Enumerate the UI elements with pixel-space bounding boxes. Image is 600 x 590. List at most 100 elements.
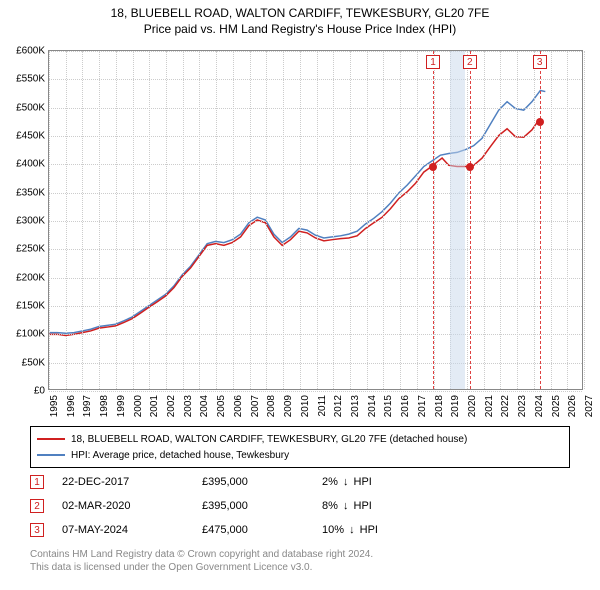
x-axis-label: 2010: [300, 395, 311, 417]
x-axis-label: 2007: [250, 395, 261, 417]
x-axis-label: 1999: [116, 395, 127, 417]
x-axis-label: 1997: [82, 395, 93, 417]
gridline-vertical: [82, 51, 83, 389]
x-axis-label: 2014: [367, 395, 378, 417]
x-axis-label: 2009: [283, 395, 294, 417]
sale-marker-line: [433, 51, 434, 389]
x-axis-label: 2027: [584, 395, 595, 417]
gridline-vertical: [584, 51, 585, 389]
highlight-band: [450, 51, 465, 389]
gridline-vertical: [133, 51, 134, 389]
x-axis-label: 2012: [333, 395, 344, 417]
gridline-vertical: [317, 51, 318, 389]
chart-container: 18, BLUEBELL ROAD, WALTON CARDIFF, TEWKE…: [0, 0, 600, 590]
gridline-vertical: [199, 51, 200, 389]
gridline-horizontal: [49, 51, 582, 52]
sale-marker-line: [540, 51, 541, 389]
y-axis-label: £200K: [16, 272, 45, 283]
legend-label-property: 18, BLUEBELL ROAD, WALTON CARDIFF, TEWKE…: [71, 434, 467, 445]
x-axis-label: 2001: [149, 395, 160, 417]
gridline-horizontal: [49, 278, 582, 279]
arrow-down-icon: [341, 500, 351, 512]
gridline-vertical: [350, 51, 351, 389]
sale-marker-dot: [536, 118, 544, 126]
x-axis-label: 2006: [233, 395, 244, 417]
gridline-horizontal: [49, 249, 582, 250]
sale-marker-diff: 2% HPI: [322, 476, 422, 488]
sale-marker-price: £395,000: [202, 500, 322, 512]
y-axis-label: £250K: [16, 244, 45, 255]
gridline-vertical: [300, 51, 301, 389]
chart-subtitle: Price paid vs. HM Land Registry's House …: [10, 22, 590, 36]
gridline-horizontal: [49, 391, 582, 392]
x-axis-label: 2020: [467, 395, 478, 417]
y-axis-label: £100K: [16, 329, 45, 340]
chart-plot-area: £0£50K£100K£150K£200K£250K£300K£350K£400…: [48, 50, 583, 390]
gridline-vertical: [467, 51, 468, 389]
gridline-horizontal: [49, 363, 582, 364]
x-axis-label: 2026: [567, 395, 578, 417]
legend-row-hpi: HPI: Average price, detached house, Tewk…: [37, 447, 563, 463]
arrow-down-icon: [341, 476, 351, 488]
gridline-vertical: [49, 51, 50, 389]
gridline-vertical: [417, 51, 418, 389]
sale-marker-diff: 8% HPI: [322, 500, 422, 512]
x-axis-label: 2011: [317, 395, 328, 417]
legend-label-hpi: HPI: Average price, detached house, Tewk…: [71, 450, 289, 461]
gridline-vertical: [99, 51, 100, 389]
footer-line2: This data is licensed under the Open Gov…: [30, 561, 373, 574]
sale-marker-row-badge: 2: [30, 499, 44, 513]
sale-marker-date: 02-MAR-2020: [62, 500, 202, 512]
title-area: 18, BLUEBELL ROAD, WALTON CARDIFF, TEWKE…: [0, 0, 600, 38]
x-axis-label: 1996: [66, 395, 77, 417]
gridline-vertical: [383, 51, 384, 389]
x-axis-label: 2024: [534, 395, 545, 417]
x-axis-label: 2018: [434, 395, 445, 417]
gridline-vertical: [534, 51, 535, 389]
sale-marker-line: [470, 51, 471, 389]
sale-marker-date: 22-DEC-2017: [62, 476, 202, 488]
x-axis-label: 1995: [49, 395, 60, 417]
sale-marker-row: 1 22-DEC-2017£395,0002% HPI: [30, 470, 422, 494]
sale-marker-diff: 10% HPI: [322, 524, 422, 536]
gridline-vertical: [233, 51, 234, 389]
y-axis-label: £600K: [16, 46, 45, 57]
x-axis-label: 2022: [500, 395, 511, 417]
sale-marker-row-badge: 1: [30, 475, 44, 489]
gridline-vertical: [149, 51, 150, 389]
x-axis-label: 2000: [133, 395, 144, 417]
y-axis-label: £550K: [16, 74, 45, 85]
x-axis-label: 2025: [551, 395, 562, 417]
y-axis-label: £400K: [16, 159, 45, 170]
x-axis-label: 2005: [216, 395, 227, 417]
sale-marker-row: 2 02-MAR-2020£395,0008% HPI: [30, 494, 422, 518]
sale-marker-badge: 3: [533, 55, 547, 69]
y-axis-label: £350K: [16, 187, 45, 198]
sale-marker-row-badge: 3: [30, 523, 44, 537]
gridline-horizontal: [49, 193, 582, 194]
x-axis-label: 2002: [166, 395, 177, 417]
gridline-horizontal: [49, 306, 582, 307]
legend-swatch-hpi: [37, 454, 65, 456]
gridline-vertical: [484, 51, 485, 389]
gridline-horizontal: [49, 164, 582, 165]
sale-marker-price: £395,000: [202, 476, 322, 488]
y-axis-label: £150K: [16, 301, 45, 312]
gridline-vertical: [517, 51, 518, 389]
x-axis-label: 2023: [517, 395, 528, 417]
legend-row-property: 18, BLUEBELL ROAD, WALTON CARDIFF, TEWKE…: [37, 431, 563, 447]
chart-title-address: 18, BLUEBELL ROAD, WALTON CARDIFF, TEWKE…: [10, 6, 590, 20]
gridline-vertical: [166, 51, 167, 389]
legend: 18, BLUEBELL ROAD, WALTON CARDIFF, TEWKE…: [30, 426, 570, 468]
sale-marker-dot: [466, 163, 474, 171]
gridline-horizontal: [49, 108, 582, 109]
sale-marker-price: £475,000: [202, 524, 322, 536]
gridline-vertical: [567, 51, 568, 389]
arrow-down-icon: [347, 524, 357, 536]
gridline-vertical: [400, 51, 401, 389]
gridline-vertical: [266, 51, 267, 389]
y-axis-label: £300K: [16, 216, 45, 227]
gridline-vertical: [183, 51, 184, 389]
gridline-vertical: [551, 51, 552, 389]
sale-markers-table: 1 22-DEC-2017£395,0002% HPI 2 02-MAR-2020£3…: [30, 470, 422, 542]
